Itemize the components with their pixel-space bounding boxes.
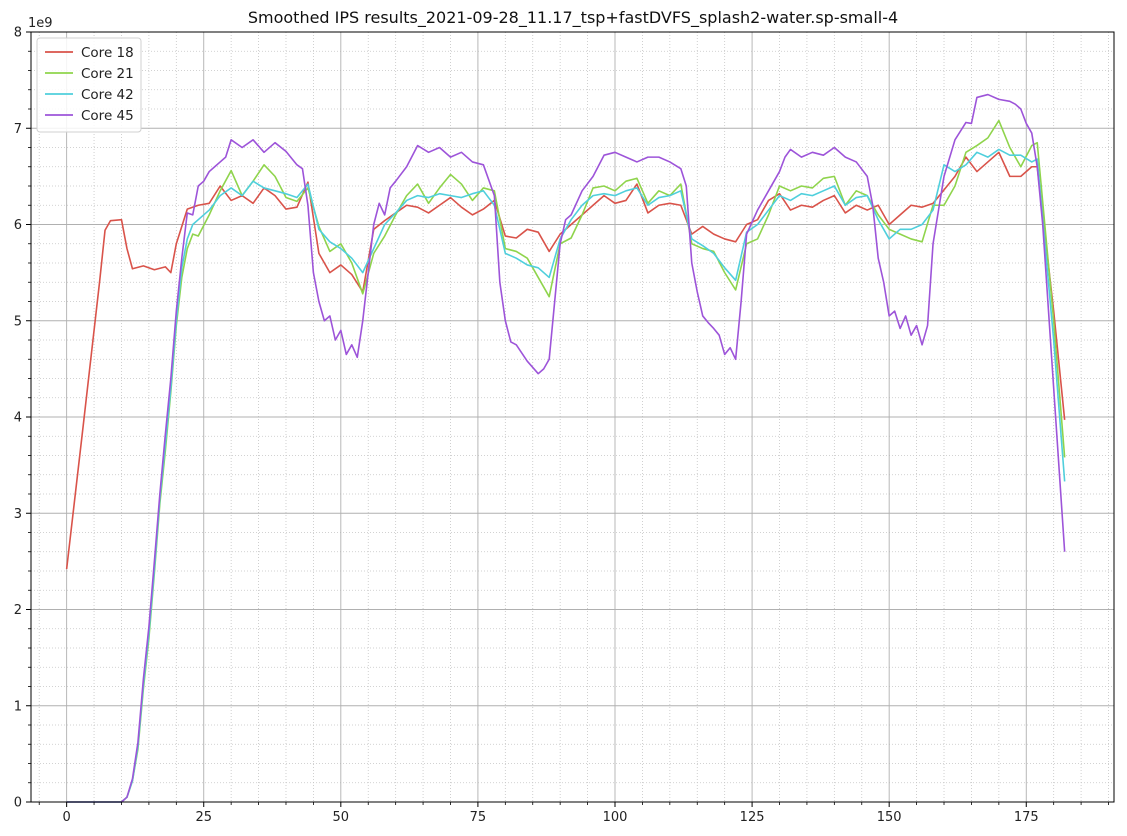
y-tick-label: 7 <box>14 122 22 137</box>
series-line-core-21 <box>66 119 1066 803</box>
y-tick-label: 2 <box>14 603 22 618</box>
x-tick-label: 100 <box>603 810 628 825</box>
x-tick-label: 0 <box>63 810 71 825</box>
series-lines <box>65 93 1066 803</box>
y-tick-label: 8 <box>14 26 22 41</box>
x-tick-label: 75 <box>470 810 487 825</box>
y-axis-offset-label: 1e9 <box>28 16 53 31</box>
y-tick-label: 1 <box>14 699 22 714</box>
legend-label: Core 42 <box>81 87 134 103</box>
x-tick-label: 125 <box>740 810 765 825</box>
legend-label: Core 18 <box>81 45 134 61</box>
axis-ticks: 0 25 50 75 100 125 150 175 0 1 2 3 4 5 6 7 8 <box>14 26 1109 825</box>
x-tick-label: 175 <box>1014 810 1039 825</box>
legend: Core 18 Core 21 Core 42 Core 45 <box>36 37 142 133</box>
series-line-core-18 <box>65 151 1066 570</box>
x-tick-label: 150 <box>877 810 902 825</box>
series-line-core-45 <box>66 93 1066 803</box>
y-tick-label: 0 <box>14 796 22 811</box>
y-tick-label: 6 <box>14 218 22 233</box>
chart-title: Smoothed IPS results_2021-09-28_11.17_ts… <box>248 8 898 28</box>
y-tick-label: 4 <box>14 411 22 426</box>
legend-label: Core 45 <box>81 108 134 124</box>
x-tick-label: 25 <box>195 810 212 825</box>
y-tick-label: 5 <box>14 314 22 329</box>
series-line-core-42 <box>66 148 1066 803</box>
x-tick-label: 50 <box>333 810 350 825</box>
legend-label: Core 21 <box>81 66 134 82</box>
legend-box <box>36 37 142 133</box>
y-tick-label: 3 <box>14 507 22 522</box>
